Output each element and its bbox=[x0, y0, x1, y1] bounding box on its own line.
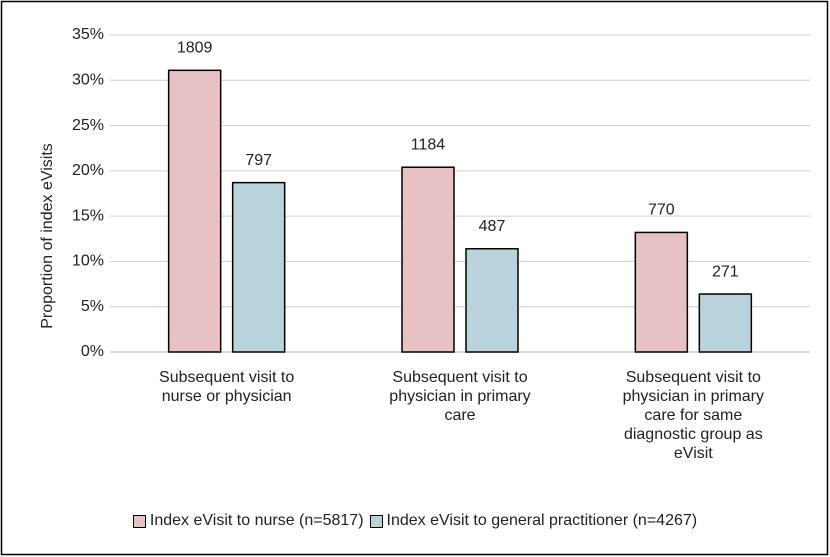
data-label: 797 bbox=[245, 152, 272, 169]
y-tick-label: 25% bbox=[72, 117, 104, 134]
y-tick-label: 35% bbox=[72, 26, 104, 43]
legend-swatch bbox=[369, 514, 383, 528]
x-tick-label: Subsequent visit to physician in primary… bbox=[622, 369, 765, 462]
data-label: 770 bbox=[648, 202, 675, 219]
y-tick-label: 20% bbox=[72, 162, 104, 179]
bar bbox=[465, 247, 519, 353]
y-axis-title: Proportion of index eVisits bbox=[39, 143, 56, 329]
data-label: 1809 bbox=[177, 40, 213, 57]
legend-swatch bbox=[132, 514, 146, 528]
data-label: 1184 bbox=[411, 136, 446, 153]
legend-label: Index eVisit to nurse (n=5817) bbox=[149, 512, 364, 529]
x-tick-label: Subsequent visit to physician in primary… bbox=[389, 369, 531, 424]
data-label: 487 bbox=[479, 218, 506, 235]
bar bbox=[698, 293, 753, 353]
bar bbox=[634, 231, 689, 353]
bar bbox=[167, 69, 222, 353]
legend-label: Index eVisit to general practitioner (n=… bbox=[386, 512, 698, 529]
data-label: 271 bbox=[712, 263, 739, 280]
bar bbox=[231, 181, 286, 353]
y-tick-label: 15% bbox=[72, 207, 104, 224]
bar bbox=[401, 166, 455, 353]
y-tick-label: 10% bbox=[72, 253, 104, 270]
y-tick-label: 30% bbox=[72, 72, 104, 89]
y-tick-label: 0% bbox=[81, 343, 104, 360]
legend: Index eVisit to nurse (n=5817) Index eVis… bbox=[0, 512, 830, 530]
x-tick-label: Subsequent visit to nurse or physician bbox=[159, 369, 295, 405]
legend-item: Index eVisit to general practitioner (n=… bbox=[369, 512, 698, 530]
y-tick-label: 5% bbox=[81, 298, 104, 315]
legend-item: Index eVisit to nurse (n=5817) bbox=[132, 512, 364, 530]
